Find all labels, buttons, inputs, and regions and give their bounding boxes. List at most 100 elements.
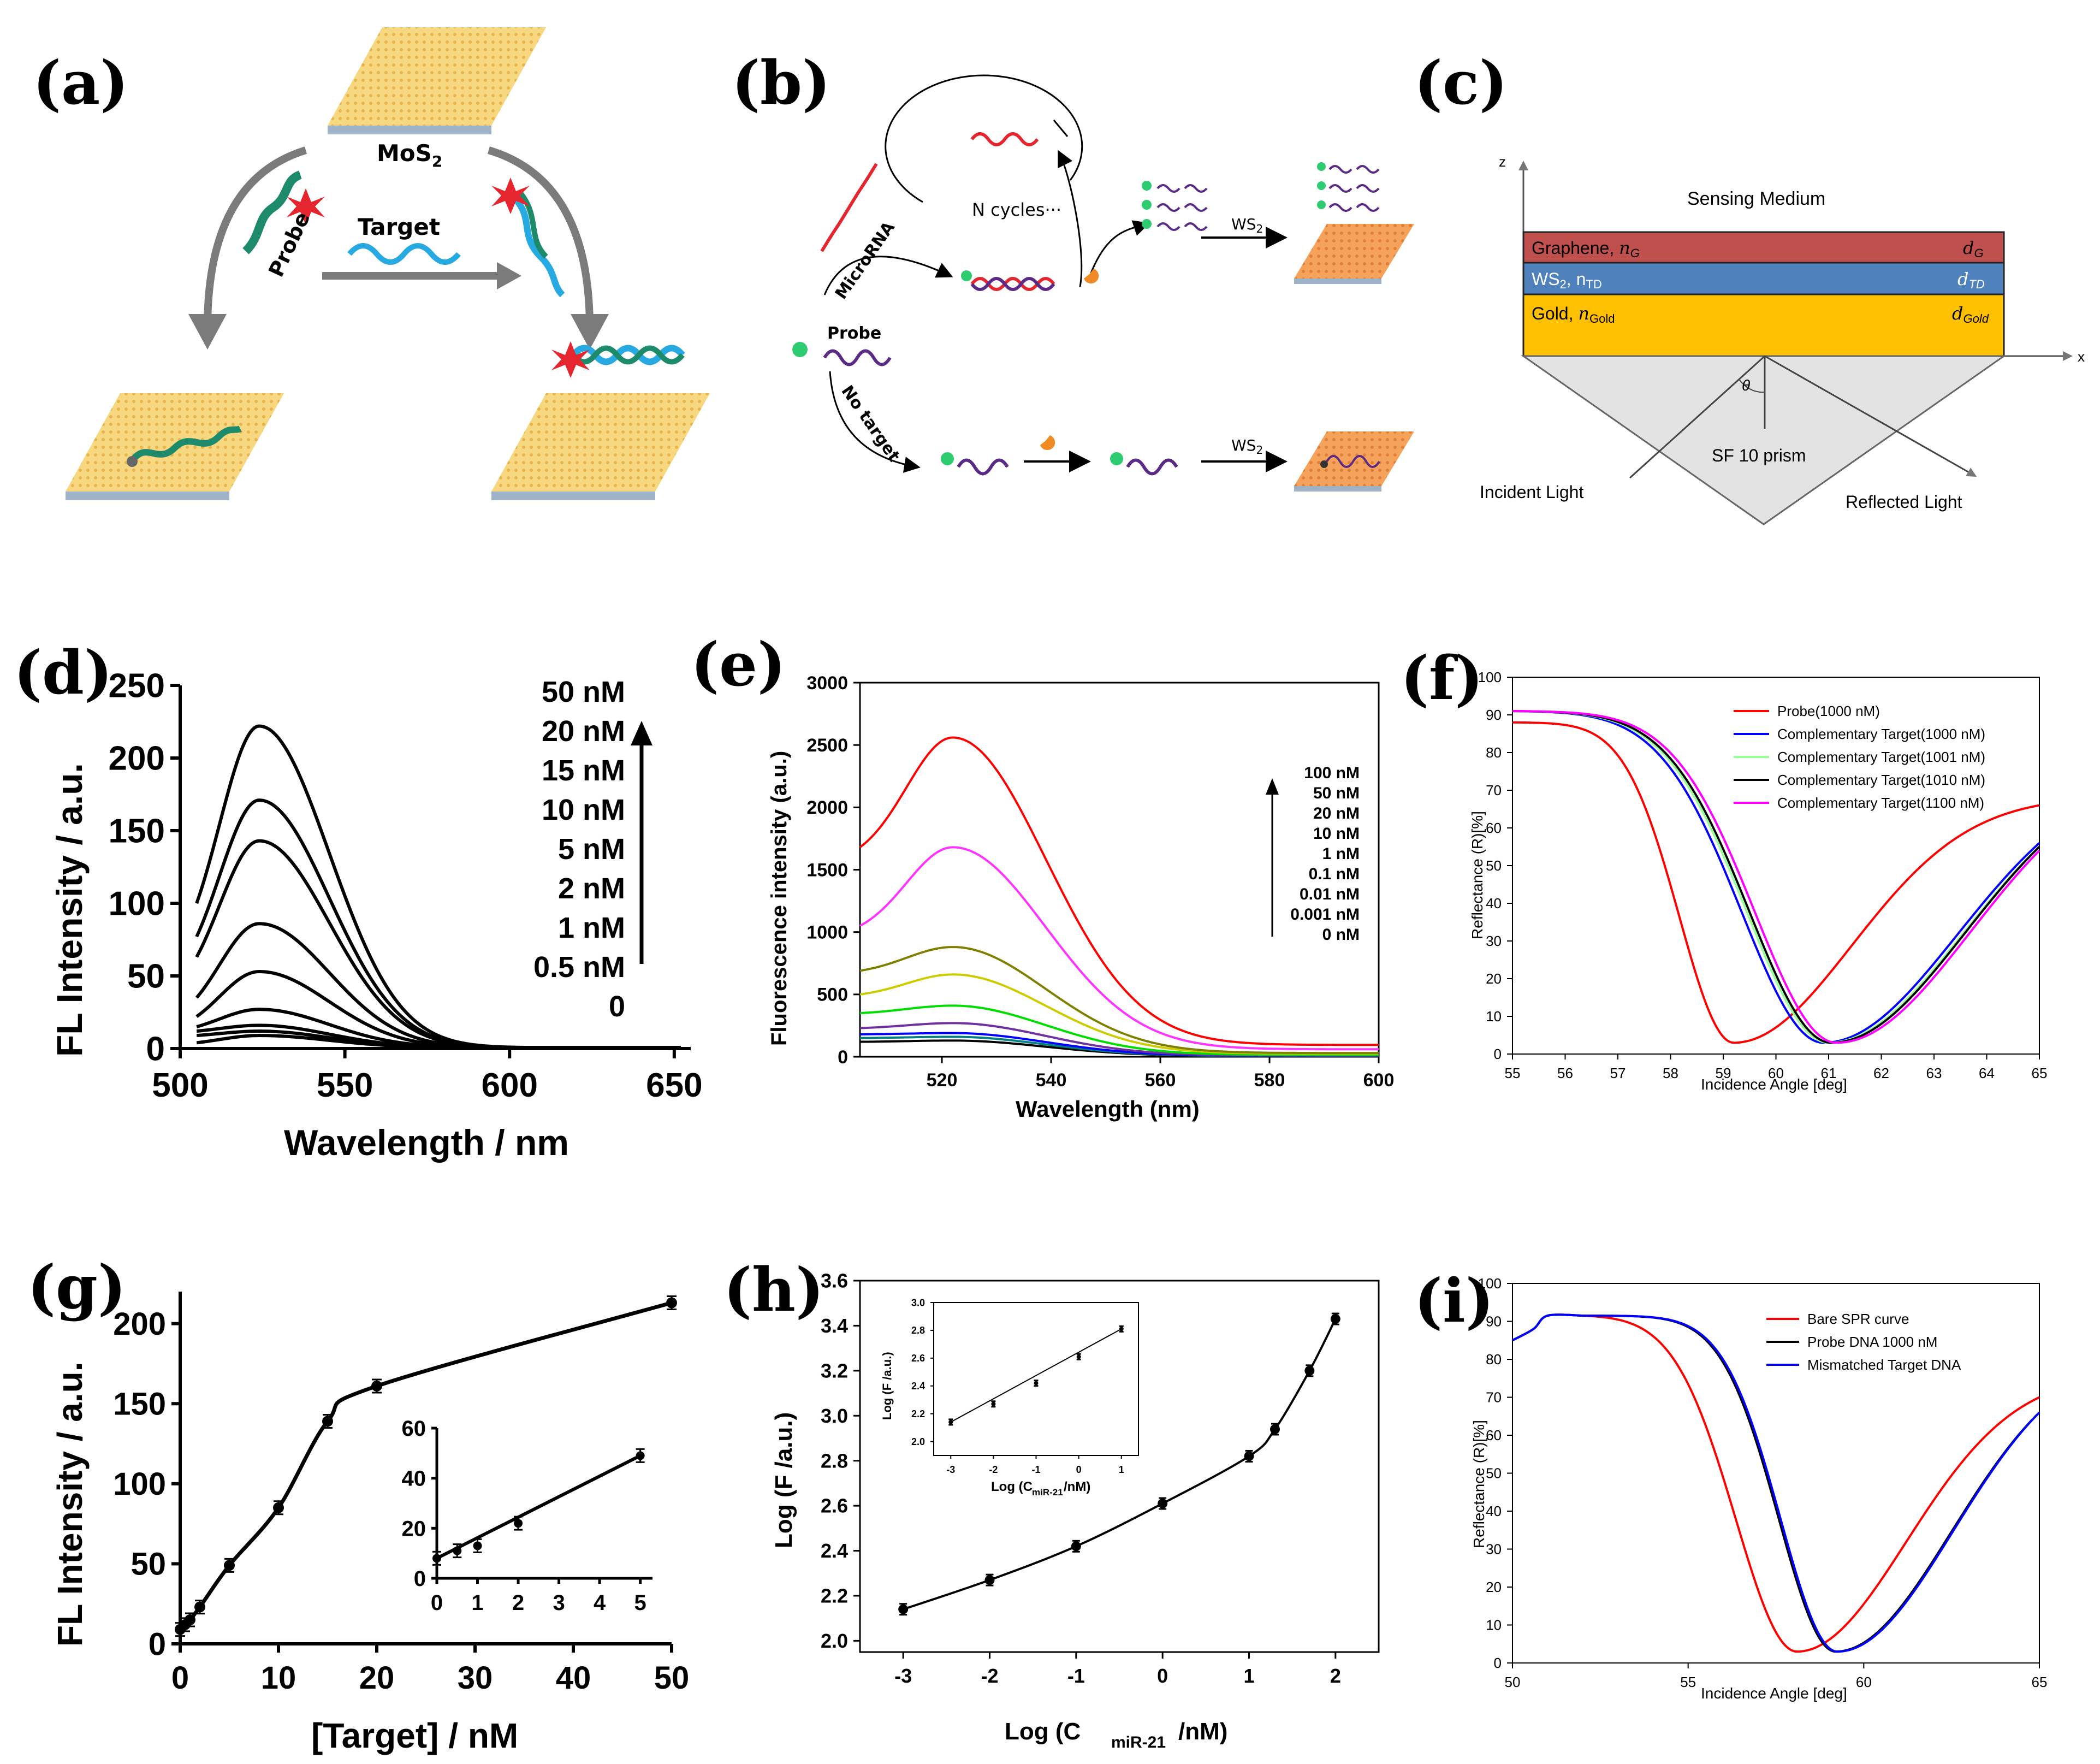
g-y-tick-label: 0 (149, 1626, 166, 1662)
f-legend-entry: Complementary Target(1000 nM) (1777, 726, 1985, 742)
probe-b-mid (957, 458, 1009, 476)
g-inset-x-tick-label: 2 (512, 1591, 524, 1615)
panel-i: (i) 50 55 60 65 0 10 20 30 40 50 60 70 80 90 100 Incide… (1414, 1265, 2047, 1702)
arc-right-arrowhead (571, 314, 609, 350)
prism-label: SF 10 prism (1712, 446, 1806, 465)
ws2-sheet-top (1294, 162, 1414, 284)
h-y-tick-label: 2.4 (821, 1540, 848, 1562)
rna-left (820, 163, 878, 252)
e-legend-entry: 0.001 nM (1290, 905, 1360, 924)
d-legend-entry: 50 nM (542, 676, 625, 708)
f-x-tick-label: 56 (1557, 1065, 1573, 1081)
e-legend-entry: 100 nM (1304, 764, 1360, 782)
h-y-tick-label: 2.8 (821, 1449, 848, 1472)
panel-label-a: (a) (33, 48, 128, 118)
g-y-tick-label: 150 (113, 1387, 166, 1422)
e-y-tick-label: 1500 (806, 860, 848, 880)
i-y-tick-label: 50 (1486, 1465, 1502, 1482)
h-inset-x-tick-label: 1 (1119, 1464, 1124, 1475)
d-y-tick-label: 0 (146, 1031, 165, 1068)
e-legend-entry: 1 nM (1322, 845, 1360, 863)
g-fit-line (179, 1301, 672, 1631)
i-legend-entry: Bare SPR curve (1807, 1311, 1909, 1327)
microrna-label: MicroRNA (832, 218, 899, 303)
g-inset-y-tick-label: 0 (414, 1567, 426, 1591)
h-data-point (1158, 1499, 1168, 1508)
f-x-tick-label: 62 (1873, 1065, 1889, 1081)
d-legend-entry: 10 nM (542, 794, 625, 826)
g-inset-data-point (514, 1519, 523, 1528)
f-y-tick-label: 30 (1486, 933, 1502, 949)
ws2-label-top: WS2 (1231, 215, 1263, 235)
h-inset-data-point (991, 1401, 996, 1406)
i-y-tick-label: 100 (1478, 1275, 1502, 1292)
chart-f: 55 56 57 58 59 60 61 62 63 64 65 0 10 20 30 40 50 60 70 80 9… (1469, 669, 2047, 1093)
theta-label: θ (1742, 377, 1750, 394)
microrna-arrow (823, 256, 953, 295)
g-y-tick-label: 100 (113, 1466, 166, 1502)
f-y-tick-label: 0 (1494, 1046, 1502, 1062)
g-data-point (185, 1614, 195, 1626)
i-x-tick-label: 55 (1680, 1674, 1696, 1690)
e-series-line (859, 946, 1379, 1055)
g-inset-fit-line (436, 1454, 641, 1560)
graphene-label: Graphene, nG (1532, 238, 1640, 260)
cycle-return-arrow (1058, 150, 1083, 287)
i-series-line (1512, 1313, 2040, 1653)
d-legend-entry: 1 nM (558, 911, 625, 944)
h-inset-data-point (1119, 1327, 1124, 1331)
no-target-arrow (829, 371, 921, 473)
f-legend-entry: Complementary Target(1010 nM) (1777, 772, 1985, 788)
e-x-tick-label: 580 (1254, 1070, 1285, 1091)
f-x-tick-label: 57 (1610, 1065, 1626, 1081)
arc-left (204, 146, 307, 328)
e-series-line (859, 846, 1379, 1051)
e-y-tick-label: 3000 (806, 673, 848, 694)
e-y-tick-label: 2000 (806, 797, 848, 818)
h-inset-x-axis-label: Log (C (991, 1479, 1033, 1494)
panel-a: (a) MoS2 Probe Target (33, 27, 710, 500)
d-legend-entry: 20 nM (542, 715, 625, 748)
g-inset-x-tick-label: 1 (471, 1591, 483, 1615)
f-y-tick-label: 80 (1486, 744, 1502, 761)
g-x-tick-label: 10 (261, 1660, 296, 1696)
h-y-tick-label: 2.0 (821, 1630, 848, 1652)
f-y-tick-label: 70 (1486, 782, 1502, 798)
d-y-tick-label: 100 (109, 885, 165, 923)
g-x-tick-label: 50 (654, 1660, 690, 1696)
e-y-tick-label: 500 (817, 985, 848, 1005)
h-x-tick-label: -1 (1067, 1665, 1085, 1687)
panel-label-i: (i) (1414, 1265, 1494, 1336)
f-x-tick-label: 60 (1768, 1065, 1784, 1081)
mos2-label: MoS2 (377, 140, 442, 170)
g-inset-y-tick-label: 40 (402, 1467, 426, 1491)
h-inset-x-tick-label: -3 (946, 1464, 955, 1475)
h-inset-x-axis-label-end: /nM) (1064, 1479, 1090, 1494)
f-x-tick-label: 64 (1979, 1065, 1995, 1081)
h-inset-y-axis-label: Log (F /a.u.) (880, 1352, 894, 1420)
h-y-tick-label: 2.2 (821, 1585, 848, 1607)
e-x-tick-label: 520 (927, 1070, 958, 1091)
probe-fluorophore (792, 342, 808, 357)
f-y-tick-label: 50 (1486, 857, 1502, 874)
h-inset-y-tick-label: 2.8 (911, 1325, 925, 1336)
d-series-line (196, 1034, 681, 1050)
gold-thickness: dGold (1952, 303, 1989, 325)
h-y-tick-label: 3.2 (821, 1359, 848, 1382)
i-y-tick-label: 40 (1486, 1503, 1502, 1519)
d-y-tick-label: 200 (109, 740, 165, 778)
i-y-tick-label: 70 (1486, 1389, 1502, 1406)
f-x-tick-label: 65 (2032, 1065, 2048, 1081)
arc-right (488, 146, 594, 328)
hybrid-strand-green (517, 189, 548, 259)
arc-left-arrowhead (188, 314, 227, 350)
e-y-tick-label: 0 (838, 1047, 848, 1068)
angle-arc (1739, 379, 1765, 393)
e-plot-frame (859, 682, 1380, 1058)
f-x-tick-label: 63 (1926, 1065, 1942, 1081)
i-x-tick-label: 60 (1856, 1674, 1872, 1690)
f-x-tick-label: 58 (1663, 1065, 1678, 1081)
h-y-tick-label: 3.4 (821, 1315, 848, 1337)
panel-h: (h) -3 -2 -1 0 1 2 2.0 2.2 2.4 2.6 2.8 3.0 3.2 3.4 3.6… (723, 1254, 1380, 1751)
g-data-point (224, 1560, 235, 1571)
